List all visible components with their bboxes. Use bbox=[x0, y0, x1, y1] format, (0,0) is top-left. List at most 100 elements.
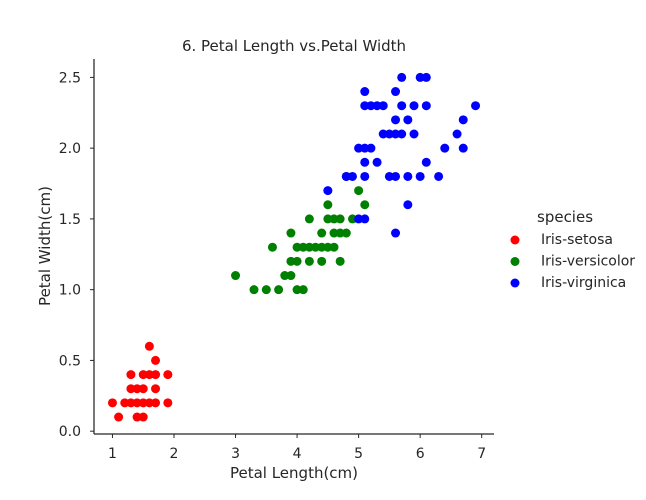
data-point bbox=[341, 171, 351, 181]
data-point bbox=[403, 115, 413, 125]
data-point bbox=[391, 129, 401, 139]
data-point bbox=[360, 101, 370, 111]
data-point bbox=[126, 370, 136, 380]
data-point bbox=[360, 87, 370, 97]
data-point bbox=[354, 186, 364, 196]
data-point bbox=[107, 398, 117, 408]
data-point bbox=[397, 129, 407, 139]
x-tick-label: 4 bbox=[293, 446, 302, 462]
data-point bbox=[286, 256, 296, 266]
data-point bbox=[335, 228, 345, 238]
data-point bbox=[354, 214, 364, 224]
data-point bbox=[249, 285, 259, 295]
legend-label: Iris-setosa bbox=[541, 232, 613, 248]
data-point bbox=[151, 355, 161, 365]
data-point bbox=[391, 228, 401, 238]
y-axis-ticks: 0.0 0.5 1.0 1.5 2.0 2.5 bbox=[59, 70, 94, 440]
data-point bbox=[261, 285, 271, 295]
data-point bbox=[132, 412, 142, 422]
data-point bbox=[138, 398, 148, 408]
data-point bbox=[138, 384, 148, 394]
data-point bbox=[415, 171, 425, 181]
legend-items: Iris-setosa Iris-versicolor Iris-virginica bbox=[510, 232, 635, 291]
data-point bbox=[335, 214, 345, 224]
legend-marker bbox=[510, 278, 520, 288]
data-point bbox=[126, 398, 136, 408]
legend-label: Iris-virginica bbox=[541, 275, 626, 291]
data-point bbox=[151, 370, 161, 380]
legend-marker bbox=[510, 235, 520, 245]
plot-area bbox=[107, 72, 481, 422]
series-iris-versicolor bbox=[231, 171, 370, 295]
data-point bbox=[391, 87, 401, 97]
data-point bbox=[286, 228, 296, 238]
data-point bbox=[323, 200, 333, 210]
data-point bbox=[347, 171, 357, 181]
data-point bbox=[403, 200, 413, 210]
y-axis-title: Petal Width(cm) bbox=[36, 186, 54, 306]
data-point bbox=[335, 256, 345, 266]
data-point bbox=[286, 271, 296, 281]
y-tick-label: 1.0 bbox=[59, 283, 81, 299]
x-tick-label: 3 bbox=[231, 446, 240, 462]
x-tick-label: 5 bbox=[354, 446, 363, 462]
data-point bbox=[421, 157, 431, 167]
data-point bbox=[304, 242, 314, 252]
data-point bbox=[323, 214, 333, 224]
data-point bbox=[458, 143, 468, 153]
y-tick-label: 1.5 bbox=[59, 212, 81, 228]
data-point bbox=[298, 242, 308, 252]
data-point bbox=[292, 256, 302, 266]
x-axis-ticks: 1 2 3 4 5 6 7 bbox=[108, 434, 486, 462]
data-point bbox=[280, 271, 290, 281]
data-point bbox=[231, 271, 241, 281]
data-point bbox=[120, 398, 130, 408]
data-point bbox=[415, 72, 425, 82]
data-point bbox=[366, 101, 376, 111]
data-point bbox=[372, 101, 382, 111]
data-point bbox=[317, 228, 327, 238]
y-tick-label: 2.5 bbox=[59, 70, 81, 86]
data-point bbox=[163, 398, 173, 408]
data-point bbox=[114, 412, 124, 422]
data-point bbox=[354, 143, 364, 153]
data-point bbox=[360, 171, 370, 181]
data-point bbox=[347, 214, 357, 224]
y-tick-label: 2.0 bbox=[59, 141, 81, 157]
data-point bbox=[378, 129, 388, 139]
data-point bbox=[384, 171, 394, 181]
data-point bbox=[317, 242, 327, 252]
legend-label: Iris-versicolor bbox=[541, 254, 635, 270]
data-point bbox=[397, 72, 407, 82]
x-tick-label: 2 bbox=[170, 446, 179, 462]
data-point bbox=[409, 101, 419, 111]
data-point bbox=[384, 129, 394, 139]
data-point bbox=[341, 228, 351, 238]
y-tick-label: 0.5 bbox=[59, 353, 81, 369]
data-point bbox=[391, 171, 401, 181]
data-point bbox=[378, 101, 388, 111]
data-point bbox=[144, 370, 154, 380]
data-point bbox=[391, 115, 401, 125]
data-point bbox=[366, 143, 376, 153]
data-point bbox=[267, 242, 277, 252]
data-point bbox=[317, 256, 327, 266]
legend: species Iris-setosa Iris-versicolor Iris-v… bbox=[510, 208, 635, 291]
data-point bbox=[440, 143, 450, 153]
data-point bbox=[323, 186, 333, 196]
legend-marker bbox=[510, 257, 520, 266]
data-point bbox=[360, 157, 370, 167]
series-iris-setosa bbox=[107, 341, 173, 422]
data-point bbox=[421, 72, 431, 82]
data-point bbox=[360, 214, 370, 224]
data-point bbox=[471, 101, 481, 111]
data-point bbox=[138, 412, 148, 422]
data-point bbox=[144, 341, 154, 351]
data-point bbox=[409, 129, 419, 139]
data-point bbox=[397, 101, 407, 111]
data-point bbox=[360, 200, 370, 210]
data-point bbox=[144, 398, 154, 408]
x-tick-label: 6 bbox=[416, 446, 425, 462]
data-point bbox=[304, 256, 314, 266]
